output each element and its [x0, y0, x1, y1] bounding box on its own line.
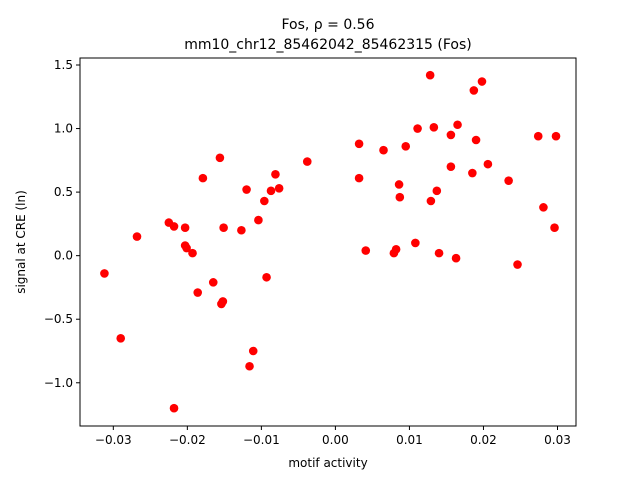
- data-point-11: [198, 173, 208, 183]
- data-point-15: [218, 297, 228, 306]
- data-point-20: [248, 346, 258, 356]
- data-point-40: [426, 196, 436, 206]
- data-point-54: [513, 260, 522, 269]
- y-tick-label-3: 0.5: [54, 185, 73, 199]
- y-tick-label-0: −1.0: [44, 376, 73, 390]
- data-point-41: [429, 122, 439, 132]
- y-tick-label-5: 1.5: [54, 58, 73, 72]
- data-point-17: [237, 225, 246, 235]
- data-point-23: [262, 272, 271, 282]
- data-point-9: [188, 248, 197, 258]
- data-point-49: [469, 86, 479, 95]
- y-axis: −1.0 −0.5 0.0 0.5 1.0 1.5: [44, 58, 80, 390]
- data-point-35: [395, 192, 405, 202]
- y-tick-label-4: 1.0: [54, 122, 73, 136]
- data-point-52: [483, 159, 493, 169]
- data-point-39: [425, 70, 435, 80]
- x-tick-label-1: −0.02: [169, 433, 206, 447]
- y-tick-label-2: 0.0: [54, 249, 73, 263]
- axes-frame: [79, 57, 577, 427]
- data-point-10: [193, 288, 203, 297]
- data-point-56: [539, 203, 548, 212]
- data-point-4: [169, 222, 179, 231]
- data-point-5: [169, 403, 179, 413]
- data-point-50: [471, 135, 481, 145]
- x-tick-label-3: 0.00: [322, 433, 349, 447]
- data-point-26: [274, 183, 284, 193]
- y-axis-label: signal at CRE (ln): [14, 190, 28, 294]
- data-point-48: [468, 168, 477, 178]
- data-point-25: [271, 170, 280, 179]
- data-point-58: [551, 131, 561, 141]
- data-point-31: [379, 145, 388, 155]
- data-point-36: [401, 142, 411, 151]
- data-point-55: [533, 131, 543, 141]
- data-point-27: [302, 157, 312, 166]
- x-axis: −0.03 −0.02 −0.01 0.00 0.01 0.02 0.03: [95, 426, 571, 447]
- data-point-24: [266, 186, 276, 196]
- data-point-19: [245, 361, 254, 371]
- x-axis-label: motif activity: [288, 456, 367, 470]
- data-point-6: [180, 223, 190, 232]
- x-tick-label-5: 0.02: [470, 433, 497, 447]
- data-point-47: [453, 120, 462, 130]
- x-tick-label-6: 0.03: [544, 433, 571, 447]
- data-point-18: [242, 185, 251, 194]
- data-point-16: [219, 223, 228, 232]
- data-point-22: [260, 196, 269, 206]
- data-point-21: [254, 215, 263, 225]
- chart-title-line2: mm10_chr12_85462042_85462315 (Fos): [184, 37, 472, 53]
- x-tick-label-0: −0.03: [95, 433, 132, 447]
- data-point-44: [446, 130, 456, 140]
- data-point-51: [477, 77, 487, 86]
- data-point-53: [504, 176, 513, 185]
- x-tick-label-4: 0.01: [396, 433, 423, 447]
- chart-title-line1: Fos, ρ = 0.56: [281, 17, 374, 33]
- data-point-1: [116, 333, 126, 343]
- data-point-28: [354, 139, 364, 149]
- data-point-34: [394, 180, 404, 189]
- data-point-2: [132, 232, 142, 241]
- plot-area: [100, 70, 561, 413]
- data-point-30: [361, 246, 371, 255]
- x-tick-label-2: −0.01: [243, 433, 280, 447]
- data-point-13: [215, 153, 225, 163]
- data-point-29: [354, 173, 364, 183]
- data-point-42: [432, 186, 442, 196]
- data-point-46: [451, 253, 461, 263]
- data-point-33: [391, 245, 401, 254]
- data-point-57: [550, 223, 559, 232]
- data-point-43: [434, 248, 444, 258]
- data-point-12: [208, 278, 218, 287]
- data-point-0: [100, 269, 109, 278]
- data-point-37: [411, 238, 420, 248]
- data-point-45: [446, 162, 456, 171]
- data-point-8: [182, 243, 191, 253]
- y-tick-label-1: −0.5: [44, 312, 73, 326]
- data-point-38: [413, 124, 422, 133]
